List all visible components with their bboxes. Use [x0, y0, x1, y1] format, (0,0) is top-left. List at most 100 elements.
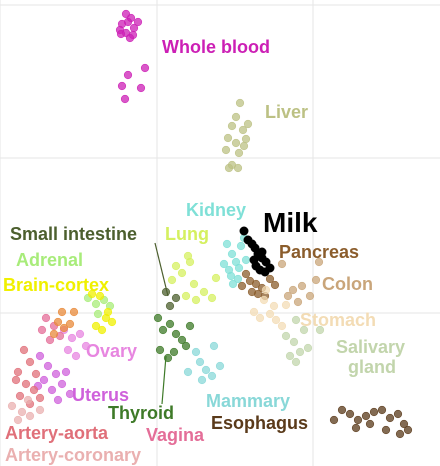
data-point-mammary: [209, 341, 219, 351]
data-point-esophagus: [337, 405, 347, 415]
data-point-lung: [183, 251, 193, 261]
data-point-artery-aorta: [31, 369, 41, 379]
data-point-kidney: [241, 255, 251, 265]
data-point-esophagus: [365, 419, 375, 429]
label-adrenal: Adrenal: [16, 250, 83, 270]
data-point-liver: [233, 163, 243, 173]
data-point-uterus: [65, 389, 75, 399]
data-point-uterus: [47, 385, 57, 395]
label-artery-aorta: Artery-aorta: [5, 423, 109, 443]
data-point-thyroid: [158, 325, 168, 335]
label-artery-coronary: Artery-coronary: [5, 445, 141, 465]
series-small-intestine: [161, 287, 181, 311]
label-liver: Liver: [265, 102, 308, 122]
series-whole-blood: [115, 9, 150, 104]
series-lung: [167, 251, 221, 305]
data-point-artery-coronary: [7, 401, 17, 411]
data-point-esophagus: [361, 411, 371, 421]
series-artery-coronary: [7, 395, 45, 425]
data-point-kidney: [227, 249, 237, 259]
data-point-liver: [235, 98, 245, 108]
data-point-lung: [211, 273, 221, 283]
series-salivary-gland: [281, 315, 325, 367]
data-point-whole-blood: [116, 29, 126, 39]
data-point-uterus: [57, 379, 67, 389]
data-point-whole-blood: [123, 70, 133, 80]
label-esophagus: Esophagus: [211, 413, 308, 433]
data-point-mammary: [215, 361, 225, 371]
data-point-colon: [311, 275, 321, 285]
data-point-liver: [223, 133, 233, 143]
series-thyroid: [153, 313, 195, 363]
label-ovary: Ovary: [86, 341, 137, 361]
label-gland: gland: [348, 357, 396, 377]
data-point-stomach: [271, 315, 281, 325]
data-point-liver: [224, 163, 234, 173]
data-point-stomach: [249, 307, 259, 317]
data-point-artery-coronary: [13, 415, 23, 425]
data-point-mammary: [207, 371, 217, 381]
data-point-whole-blood: [117, 81, 127, 91]
data-point-esophagus: [329, 415, 339, 425]
leader-lines: [154, 242, 169, 405]
data-point-whole-blood: [133, 17, 143, 27]
data-point-liver: [238, 125, 248, 135]
data-point-artery-aorta: [29, 385, 39, 395]
series-artery-aorta: [11, 345, 45, 409]
data-point-esophagus: [393, 409, 403, 419]
data-point-stomach: [261, 285, 271, 295]
label-salivary: Salivary: [336, 337, 405, 357]
data-point-orange-cluster: [57, 307, 67, 317]
data-point-milk: [257, 247, 267, 257]
data-point-orange-cluster: [49, 329, 59, 339]
data-point-kidney: [233, 274, 243, 284]
data-point-salivary-gland: [299, 325, 309, 335]
label-milk: Milk: [263, 207, 318, 238]
data-point-orange-cluster: [59, 323, 69, 333]
data-point-lung: [191, 295, 201, 305]
label-uterus: Uterus: [72, 385, 129, 405]
series-orange-cluster: [49, 307, 79, 339]
data-point-thyroid: [177, 335, 187, 345]
data-point-uterus: [51, 369, 61, 379]
data-point-brain-cortex: [91, 321, 101, 331]
data-point-liver: [234, 148, 244, 158]
data-point-stomach: [281, 300, 291, 310]
label-thyroid: Thyroid: [108, 403, 174, 423]
series-mammary: [183, 341, 225, 385]
data-point-esophagus: [345, 409, 355, 419]
series-ovary: [59, 325, 91, 361]
data-point-liver: [231, 112, 241, 122]
data-point-thyroid: [181, 341, 191, 351]
data-point-milk: [261, 257, 271, 267]
data-point-mammary: [197, 375, 207, 385]
data-point-colon: [288, 285, 298, 295]
data-point-pancreas: [241, 269, 251, 279]
series-vagina: [37, 313, 65, 345]
data-point-stomach: [269, 301, 279, 311]
data-point-lung: [171, 261, 181, 271]
data-point-stomach: [259, 295, 269, 305]
data-point-mammary: [183, 367, 193, 377]
label-whole-blood: Whole blood: [162, 37, 270, 57]
label-stomach: Stomach: [300, 310, 376, 330]
data-point-ovary: [75, 329, 85, 339]
data-point-pancreas: [251, 279, 261, 289]
data-point-thyroid: [163, 353, 173, 363]
data-point-thyroid: [153, 313, 163, 323]
series-liver: [221, 98, 253, 173]
data-point-artery-aorta: [11, 375, 21, 385]
data-point-stomach: [277, 321, 287, 331]
data-point-artery-aorta: [35, 393, 45, 403]
label-mammary: Mammary: [206, 391, 290, 411]
data-point-kidney: [228, 279, 238, 289]
data-point-orange-cluster: [53, 317, 63, 327]
cluster-labels: Whole blood Liver Kidney Milk Small intestin…: [3, 37, 405, 465]
data-point-ovary: [63, 345, 73, 355]
data-point-kidney: [234, 263, 244, 273]
data-point-salivary-gland: [315, 325, 325, 335]
data-point-thyroid: [165, 319, 175, 329]
label-pancreas: Pancreas: [279, 242, 359, 262]
data-point-thyroid: [155, 345, 165, 355]
